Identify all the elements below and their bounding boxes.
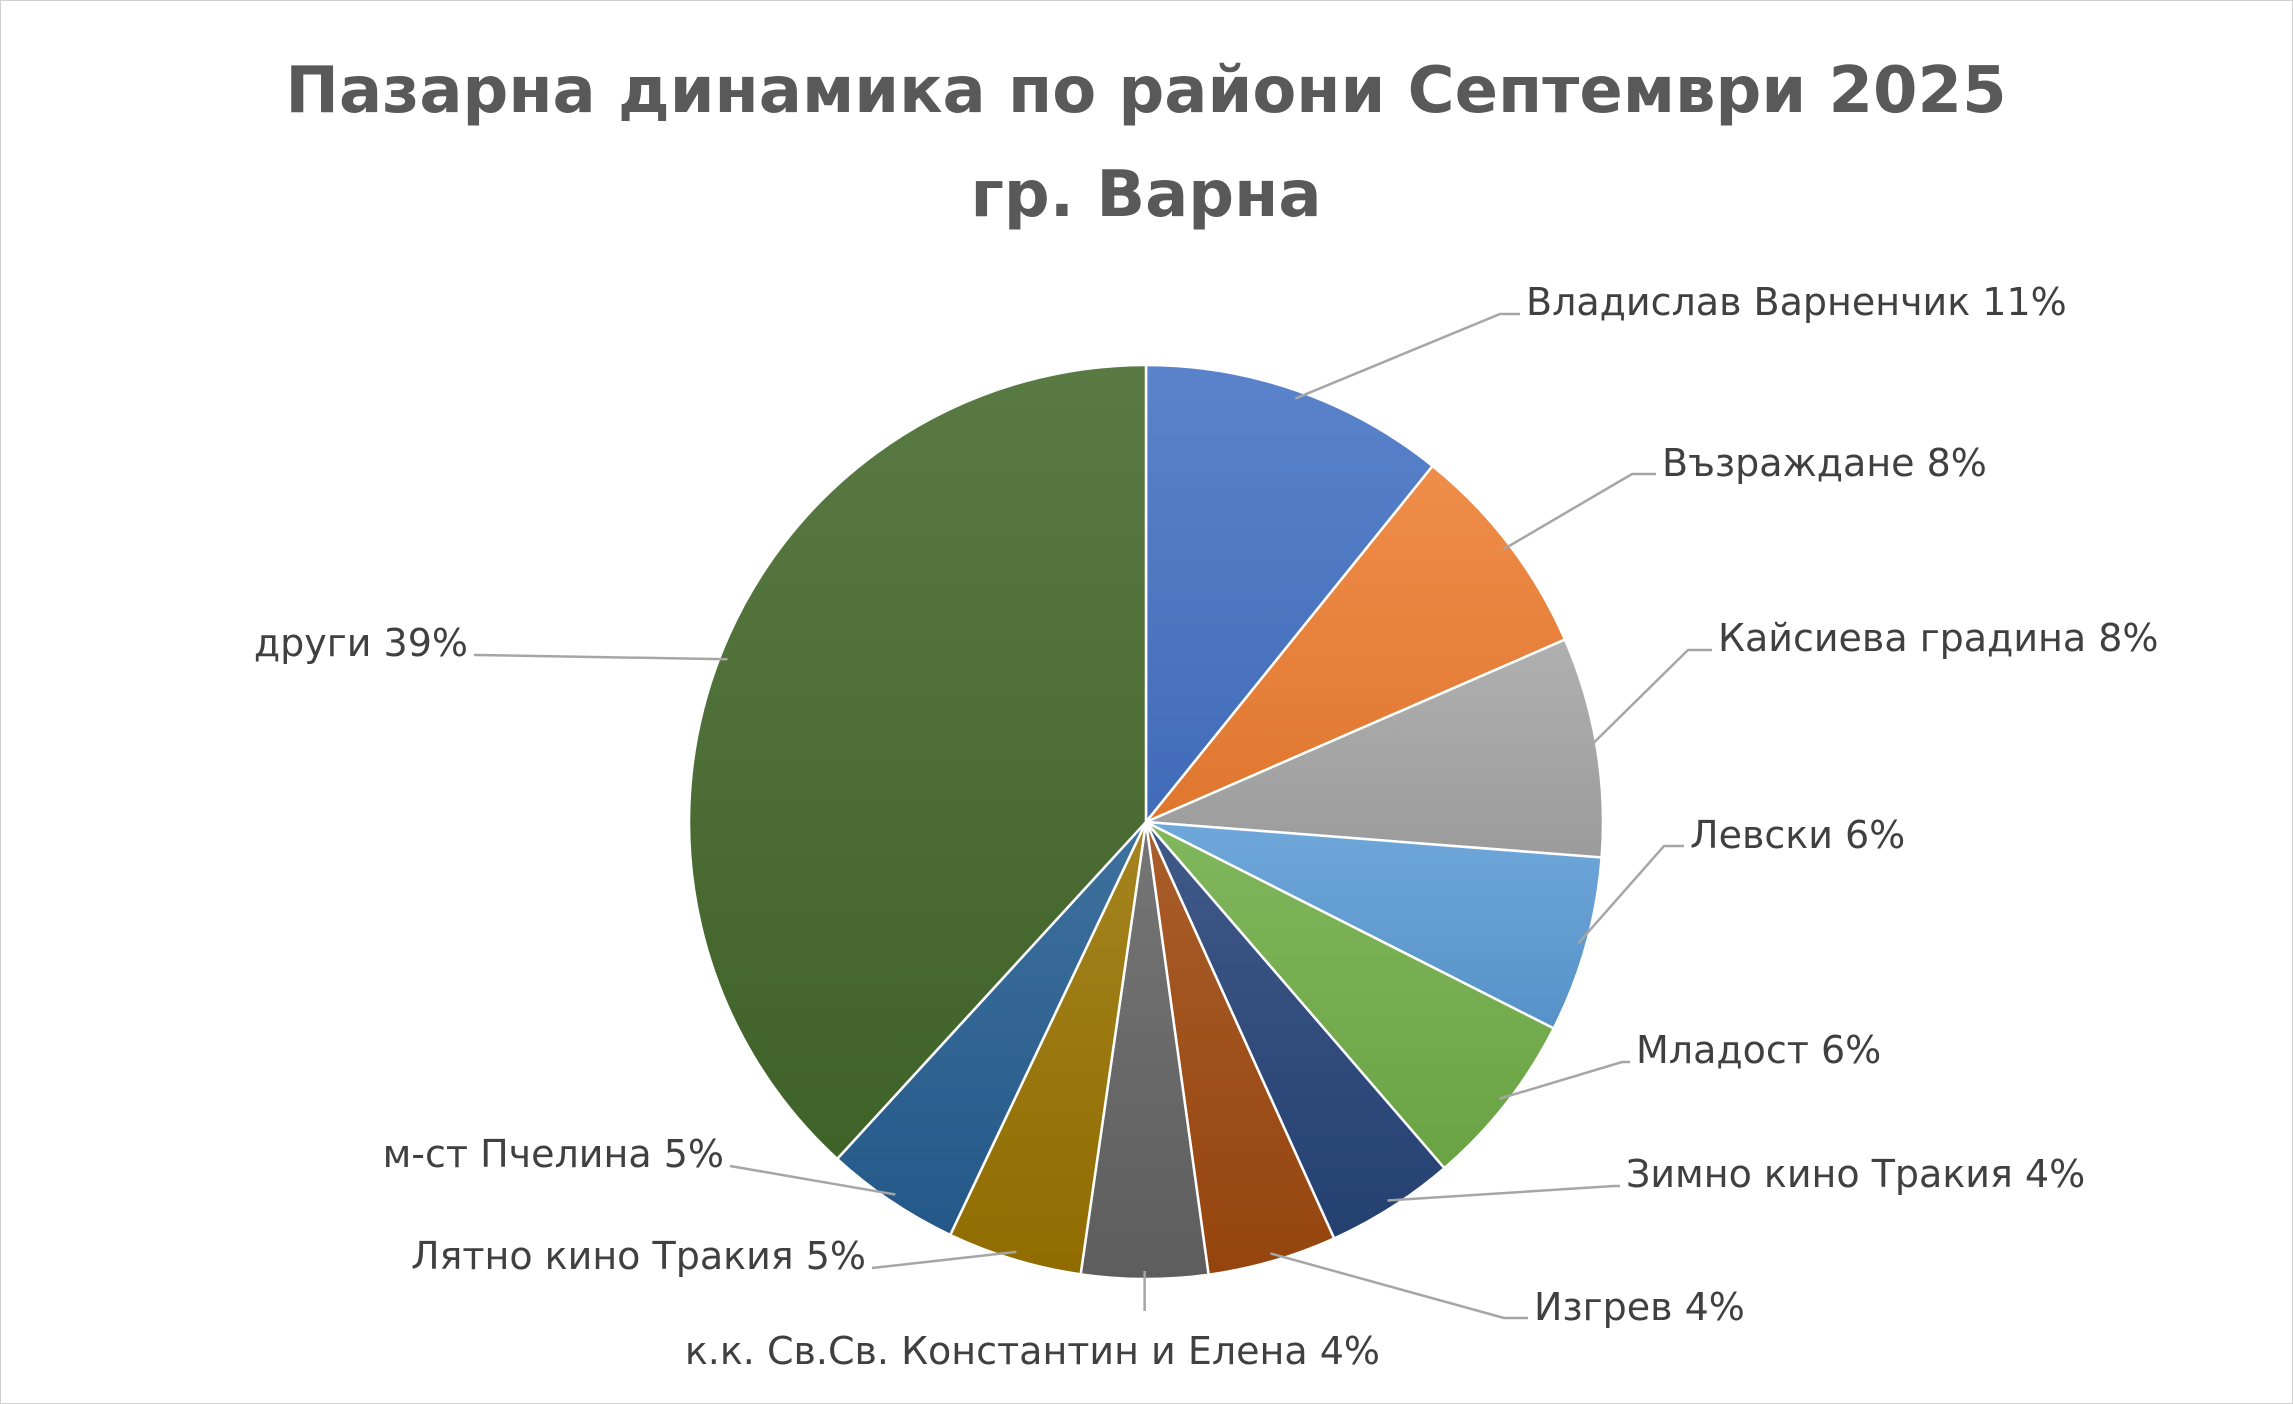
leader-line — [1294, 312, 1520, 400]
pie-slice — [1145, 820, 1556, 1170]
pie-slice — [1144, 363, 1435, 826]
slice-label: к.к. Св.Св. Константин и Елена 4% — [685, 1329, 1380, 1373]
slice-label: Изгрев 4% — [1534, 1285, 1745, 1329]
slice-label: други 39% — [254, 621, 468, 665]
pie-slice — [687, 363, 1148, 1161]
slice-label: Кайсиева градина 8% — [1718, 616, 2159, 660]
slice-label: м-ст Пчелина 5% — [383, 1132, 724, 1176]
chart-title: Пазарна динамика по райони Септември 202… — [285, 54, 2006, 128]
slice-labels: Владислав Варненчик 11% Възраждане 8% Кайс… — [254, 280, 2159, 1373]
slice-label: Владислав Варненчик 11% — [1526, 280, 2067, 324]
leader-line — [1270, 1252, 1528, 1320]
leader-line — [474, 653, 728, 661]
slice-label: Левски 6% — [1690, 813, 1905, 857]
leader-line — [871, 1250, 1017, 1270]
leader-line — [1502, 472, 1656, 551]
leader-lines — [474, 312, 1712, 1320]
slice-label: Възраждане 8% — [1662, 441, 1987, 485]
leader-line — [1499, 1060, 1630, 1100]
slice-label: Младост 6% — [1636, 1028, 1881, 1072]
pie-slices — [687, 363, 1605, 1281]
leader-line — [1587, 648, 1712, 749]
pie-slice — [1145, 820, 1603, 1031]
leader-line — [729, 1164, 896, 1196]
pie-slice — [1145, 637, 1605, 859]
leader-line — [1577, 844, 1684, 944]
leader-line — [1387, 1184, 1620, 1202]
slice-label: Лятно кино Тракия 5% — [411, 1234, 866, 1278]
chart-subtitle: гр. Варна — [970, 158, 1321, 232]
slice-label: Зимно кино Тракия 4% — [1626, 1152, 2085, 1196]
